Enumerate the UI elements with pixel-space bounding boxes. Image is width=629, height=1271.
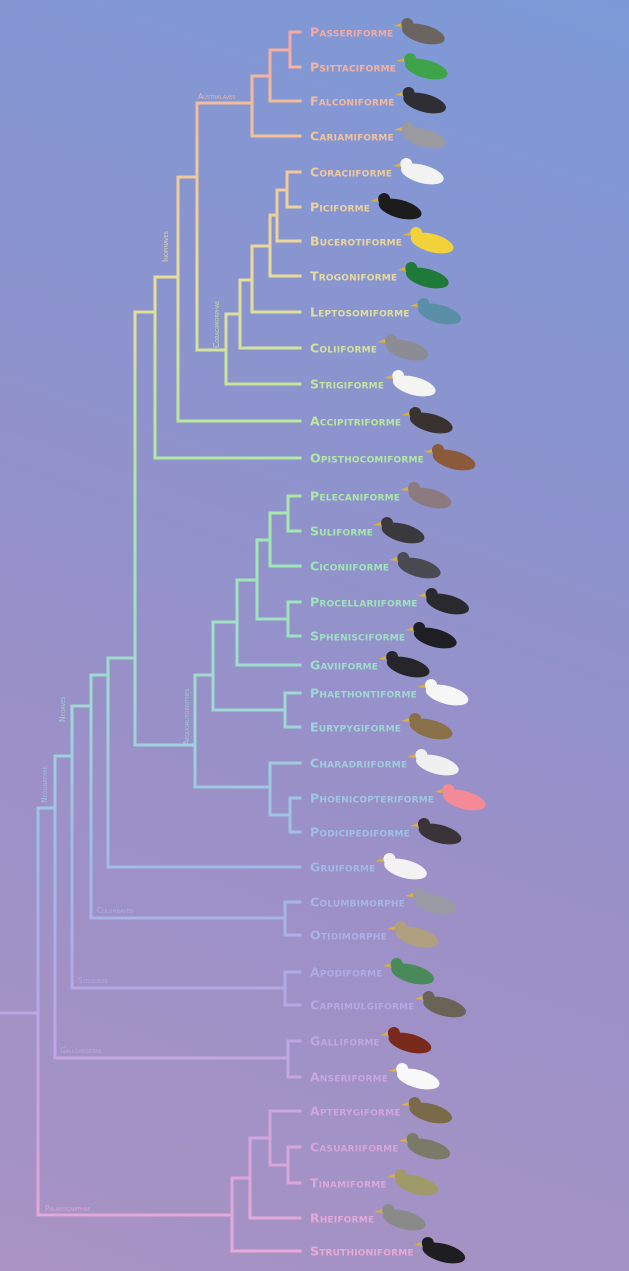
leaf-label: Coraciiforme	[310, 165, 392, 180]
bird-illustration	[393, 18, 445, 45]
leaf-label: Piciforme	[310, 200, 370, 215]
bird-illustration	[409, 298, 461, 325]
bird-illustration	[378, 651, 430, 678]
bird-illustration	[384, 370, 436, 397]
leaf-label: Cariamiforme	[310, 129, 394, 144]
clade-label: Aequorlitornithes	[182, 689, 191, 745]
leaf-label: Otidimorphe	[310, 928, 387, 943]
bird-illustration	[400, 482, 452, 509]
bird-illustration	[374, 1204, 426, 1231]
bird-illustration	[405, 888, 457, 915]
leaf-label: Falconiforme	[310, 94, 395, 109]
leaf-label: Eurypygiforme	[310, 720, 401, 735]
leaf-label: Ciconiiforme	[310, 559, 389, 574]
bird-illustration	[409, 818, 462, 845]
bird-illustration	[396, 53, 448, 80]
bird-illustration	[379, 1027, 432, 1054]
bird-illustration	[405, 622, 457, 649]
clade-label: Inopinaves	[161, 231, 170, 262]
leaf-label: Apterygiforme	[310, 1104, 401, 1119]
clade-label: Neognathae	[40, 766, 49, 803]
bird-illustration	[377, 334, 429, 361]
leaf-label: Passeriforme	[310, 25, 393, 40]
clade-label: Strisores	[78, 976, 108, 985]
bird-illustration	[401, 407, 453, 434]
bird-illustration	[398, 1133, 451, 1160]
clade-label: Galloanserae	[60, 1046, 102, 1055]
leaf-label: Apodiforme	[310, 965, 383, 980]
bird-illustration	[423, 444, 476, 471]
bird-illustration	[392, 158, 444, 185]
leaf-label: Tinamiforme	[310, 1176, 387, 1191]
bird-illustration	[400, 1097, 453, 1124]
bird-illustration	[386, 921, 439, 948]
leaf-label: Galliforme	[310, 1034, 380, 1049]
leaf-label: Casuariiforme	[310, 1140, 399, 1155]
bird-illustration	[373, 517, 425, 544]
leaf-label: Charadriiforme	[310, 756, 407, 771]
leaf-label: Sphenisciforme	[310, 629, 405, 644]
leaf-label: Phoenicopteriforme	[310, 791, 434, 806]
bird-illustration	[417, 588, 469, 615]
bird-illustration	[397, 262, 449, 289]
leaf-label: Caprimulgiforme	[310, 998, 415, 1013]
leaf-labels: Passeriforme Psittaciforme Falconiforme Car…	[310, 25, 434, 1259]
bird-illustration	[416, 679, 469, 706]
bird-illustration	[434, 784, 486, 811]
leaf-label: Columbimorphe	[310, 895, 405, 910]
clade-label: Palaeognathae	[45, 1204, 90, 1213]
leaf-label: Anseriforme	[310, 1070, 388, 1085]
clade-label: Neoaves	[58, 697, 67, 722]
clade-label: Coraciimorphae	[212, 301, 221, 348]
bird-illustration	[394, 87, 446, 114]
bird-illustration	[414, 991, 466, 1018]
clade-labels: Australaves Inopinaves Coraciimorphae Aequo…	[40, 92, 235, 1213]
bird-illustration	[401, 713, 453, 740]
bird-illustration	[382, 958, 434, 985]
bird-illustration	[393, 122, 446, 149]
leaf-label: Podicipediforme	[310, 825, 410, 840]
leaf-label: Coliiforme	[310, 341, 377, 356]
bird-illustration	[388, 1063, 440, 1090]
leaf-label: Psittaciforme	[310, 60, 396, 75]
leaf-label: Phaethontiforme	[310, 686, 417, 701]
bird-illustration	[375, 853, 427, 880]
bird-illustration	[386, 1169, 439, 1196]
leaf-label: Pelecaniforme	[310, 489, 400, 504]
leaf-label: Opisthocomiforme	[310, 451, 424, 466]
bird-illustration	[389, 552, 441, 579]
clade-label: Australaves	[198, 92, 235, 101]
leaf-label: Gaviiforme	[310, 658, 378, 673]
leaf-label: Procellariiforme	[310, 595, 418, 610]
leaf-label: Struthioniforme	[310, 1244, 414, 1259]
clade-label: Columbaves	[97, 906, 133, 915]
bird-illustration	[402, 227, 454, 254]
bird-illustration	[407, 749, 459, 776]
leaf-label: Gruiforme	[310, 860, 375, 875]
bird-illustration	[370, 193, 422, 220]
bird-illustration	[413, 1237, 466, 1264]
leaf-label: Leptosomiforme	[310, 305, 410, 320]
leaf-label: Strigiforme	[310, 377, 384, 392]
leaf-label: Accipitriforme	[310, 414, 401, 429]
leaf-label: Bucerotiforme	[310, 234, 402, 249]
tree-branches	[0, 30, 302, 1253]
bird-illustrations	[370, 18, 486, 1264]
leaf-label: Trogoniforme	[310, 269, 397, 284]
leaf-label: Suliforme	[310, 524, 373, 539]
leaf-label: Rheiforme	[310, 1211, 374, 1226]
